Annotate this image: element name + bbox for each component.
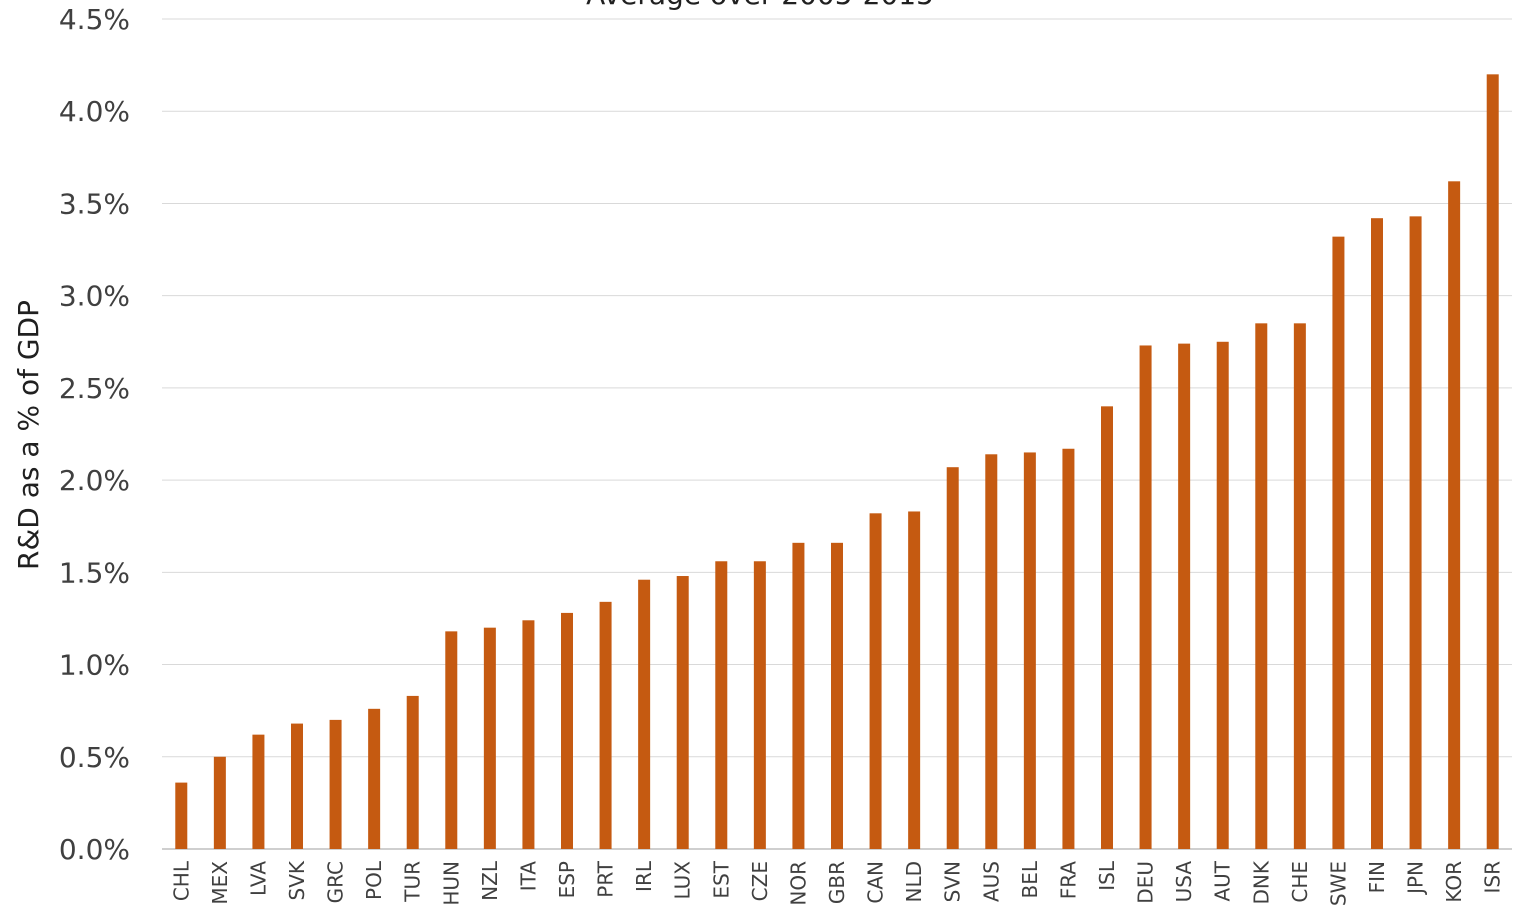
x-tick-label: HUN [439,861,463,906]
x-tick-label: NZL [478,860,502,901]
x-tick-label: DEU [1134,861,1158,904]
bar-isl [1101,406,1113,849]
bar-ita [522,620,535,849]
x-tick-label: PRT [594,860,618,898]
x-tick-label: FRA [1056,861,1080,900]
bar-isr [1486,74,1499,850]
bar-grc [329,719,342,849]
bar-che [1293,323,1306,849]
bar-bel [1023,452,1036,849]
bar-jpn [1409,216,1422,849]
x-tick-label: IRL [632,860,656,892]
x-tick-label: SVN [941,861,965,902]
x-tick-label: LVA [246,861,270,896]
bar-lux [676,576,689,849]
x-tick-label: POL [362,860,386,900]
bar-fin [1371,218,1383,849]
bar-svk [291,723,303,849]
bar-nzl [483,627,496,849]
x-tick-labels: CHL MEX LVA SVK GRC POL TUR HUN NZL ITA ESP PRT IRL L… [169,860,1504,906]
bar-prt [599,601,612,849]
x-tick-label: CAN [864,861,888,904]
bar-swe [1332,236,1345,850]
bar-pol [368,708,381,849]
x-tick-label: CHE [1288,861,1312,903]
y-tick-label: 3.0% [59,280,130,313]
bar-dnk [1255,323,1268,849]
x-tick-label: EST [709,860,733,898]
y-tick-label: 0.5% [59,741,130,774]
bar-lva [252,734,265,849]
x-tick-label: AUS [979,861,1003,902]
y-tick-label: 1.5% [59,556,130,589]
bar-tur [406,695,419,849]
y-tick-label: 4.0% [59,95,130,128]
x-tick-label: MEX [208,861,232,905]
x-tick-label: GRC [324,861,348,903]
x-tick-label: LUX [671,861,695,900]
bar-nld [908,511,921,849]
bar-aus [985,454,998,849]
x-tick-label: SWE [1326,861,1350,906]
bar-mex [213,756,226,849]
x-tick-label: FIN [1365,861,1389,893]
y-axis-label: R&D as a % of GDP [12,300,45,570]
y-tick-label: 4.5% [59,3,130,36]
bar-fra [1062,448,1075,849]
y-tick-label: 2.5% [59,372,130,405]
gridlines [162,18,1512,850]
y-tick-label: 1.0% [59,649,130,682]
chart-title: Average over 2005-2015 [586,0,934,11]
x-tick-label: NOR [786,861,810,906]
bar-cze [753,561,766,849]
x-tick-label: KOR [1442,861,1466,903]
x-tick-label: BEL [1018,860,1042,898]
bar-esp [561,612,573,849]
bars [175,74,1499,850]
y-tick-label: 0.0% [59,833,130,866]
x-tick-label: CHL [169,860,193,901]
bar-usa [1178,343,1191,849]
x-tick-label: TUR [401,861,425,903]
bar-deu [1139,345,1152,849]
y-tick-label: 3.5% [59,187,130,220]
x-tick-label: GBR [825,861,849,904]
bar-can [869,513,882,849]
x-tick-label: ESP [555,861,579,898]
bar-gbr [831,542,843,849]
x-tick-label: JPN [1404,861,1428,896]
bar-irl [638,579,651,849]
x-tick-label: CZE [748,861,772,901]
x-tick-label: NLD [902,861,926,903]
bar-nor [792,542,805,849]
bar-hun [445,631,458,849]
x-tick-label: ISL [1095,860,1119,891]
y-tick-label: 2.0% [59,464,130,497]
y-tick-labels: 0.0% 0.5% 1.0% 1.5% 2.0% 2.5% 3.0% 3.5% 4.0% 4.5% [59,3,130,866]
x-tick-label: AUT [1211,860,1235,901]
bar-est [715,561,728,849]
bar-kor [1448,181,1461,850]
x-tick-label: DNK [1249,860,1273,904]
x-tick-label: USA [1172,861,1196,903]
x-tick-label: SVK [285,860,309,900]
x-tick-label: ITA [516,861,540,892]
bar-chl [175,782,188,849]
bar-svn [946,467,959,849]
x-tick-label: ISR [1481,861,1505,894]
bar-aut [1216,341,1229,849]
